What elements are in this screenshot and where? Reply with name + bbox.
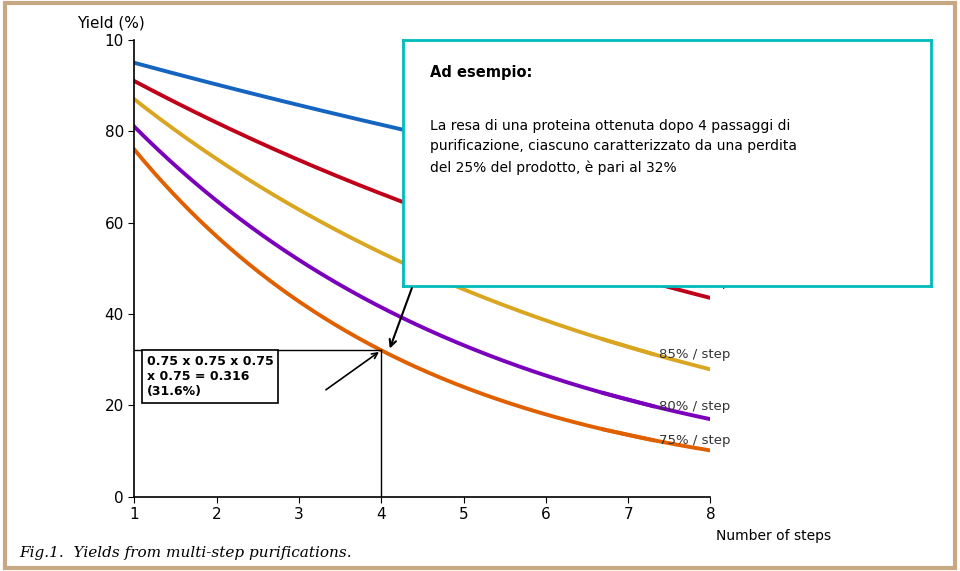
Text: Ad esempio:: Ad esempio: <box>429 65 532 79</box>
Text: 0.75 x 0.75 x 0.75
x 0.75 = 0.316
(31.6%): 0.75 x 0.75 x 0.75 x 0.75 = 0.316 (31.6%… <box>147 355 274 398</box>
Text: 80% / step: 80% / step <box>660 400 731 413</box>
Text: 85% / step: 85% / step <box>660 348 731 360</box>
Text: Number of steps: Number of steps <box>716 529 831 543</box>
Text: Yield (%): Yield (%) <box>77 16 145 31</box>
Text: 95% / step: 95% / step <box>660 176 731 189</box>
Text: 90% / step: 90% / step <box>660 276 731 289</box>
Text: La resa di una proteina ottenuta dopo 4 passaggi di
purificazione, ciascuno cara: La resa di una proteina ottenuta dopo 4 … <box>429 119 797 175</box>
Text: 75% / step: 75% / step <box>660 433 731 447</box>
Text: Fig.1.  Yields from multi-step purifications.: Fig.1. Yields from multi-step purificati… <box>19 545 351 560</box>
